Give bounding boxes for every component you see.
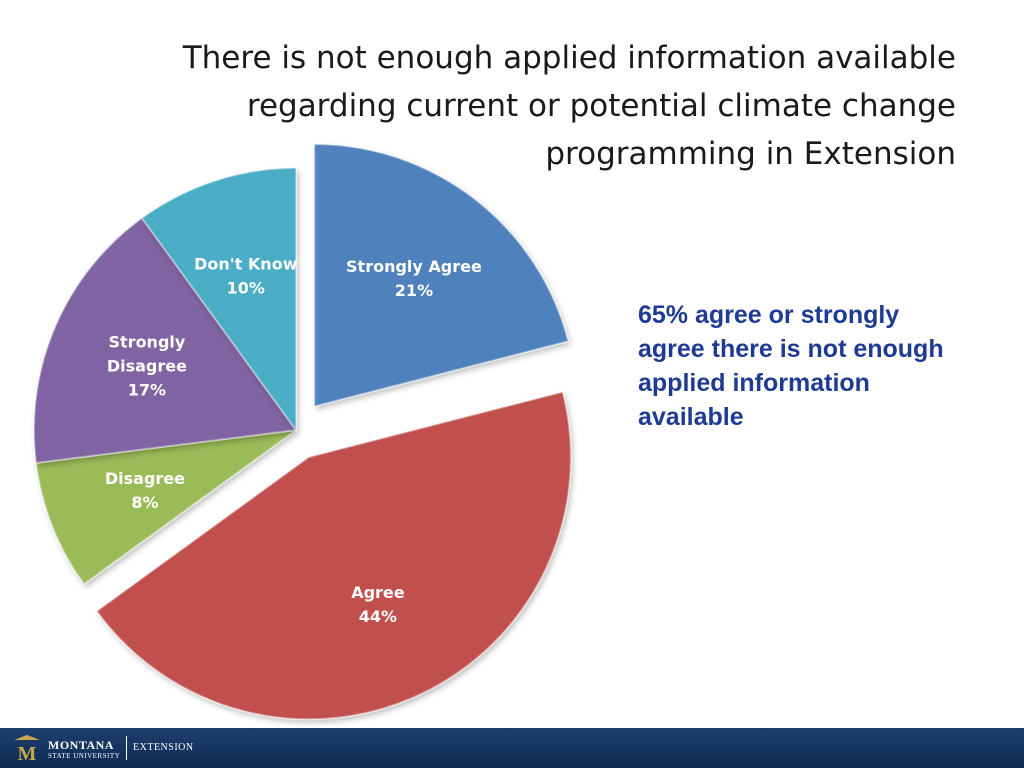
pie-label-disagree: Disagree 8% <box>105 469 185 512</box>
pie-labels: Strongly Agree 21% Agree 44% Disagree 8% Stron… <box>105 255 482 627</box>
pie-slices <box>33 143 572 721</box>
pie-slice-agree <box>95 390 572 721</box>
logo-letter: M <box>18 743 37 762</box>
university-name: MONTANA <box>48 738 114 752</box>
footer-bar: M MONTANA STATE UNIVERSITY EXTENSION <box>0 728 1024 768</box>
callout-text: 65% agree or strongly agree there is not… <box>638 301 944 431</box>
university-subtitle: STATE UNIVERSITY <box>48 752 121 760</box>
footer-divider <box>126 736 127 760</box>
extension-label: EXTENSION <box>133 742 194 753</box>
title-line: programming in Extension <box>545 136 956 172</box>
pie-label-don-t-know: Don't Know 10% <box>194 255 298 298</box>
pie-slice-disagree <box>34 429 297 586</box>
pie-slice-strongly-disagree <box>33 216 298 464</box>
pie-label-strongly-agree: Strongly Agree 21% <box>346 257 482 300</box>
montana-state-logo-icon: M <box>14 735 40 762</box>
slide-title: There is not enough applied information … <box>76 34 956 178</box>
pie-chart: Strongly Agree 21% Agree 44% Disagree 8% Stron… <box>33 143 572 721</box>
pie-label-strongly-disagree: Strongly Disagree 17% <box>107 332 187 399</box>
pie-slice-don-t-know <box>140 166 297 434</box>
title-line: regarding current or potential climate c… <box>246 88 956 124</box>
pie-label-agree: Agree 44% <box>351 583 405 626</box>
title-line: There is not enough applied information … <box>182 40 956 76</box>
pie-slice-strongly-agree <box>313 143 570 408</box>
